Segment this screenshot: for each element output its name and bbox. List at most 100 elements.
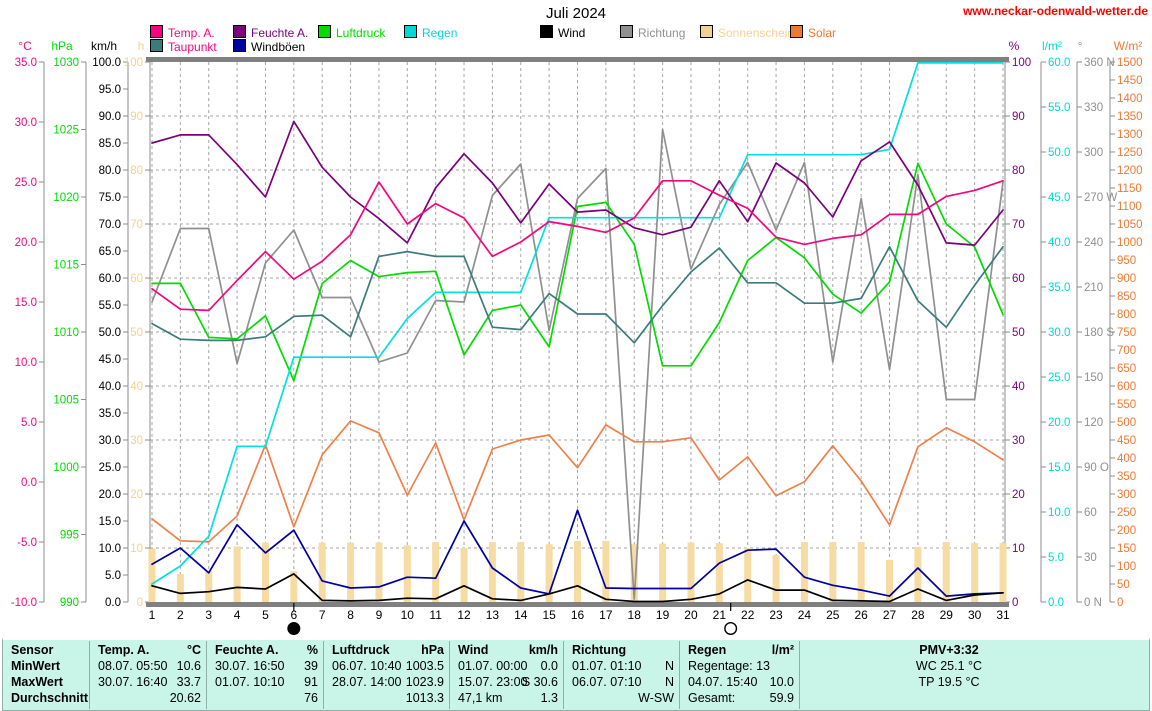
svg-text:1000: 1000 (1117, 237, 1143, 249)
svg-text:1: 1 (149, 608, 156, 622)
legend-item-windboeen: Windböen (233, 39, 306, 54)
axis-temp_c: °C -10.0 -5.0 0.0 5.0 10.0 15.0 20.0 25.0 30.0 35.… (11, 39, 45, 609)
svg-text:1300: 1300 (1117, 129, 1143, 141)
moon-phase-markers (287, 603, 738, 636)
svg-text:150: 150 (1117, 543, 1136, 555)
svg-text:29: 29 (940, 608, 954, 622)
svg-text:0.0: 0.0 (105, 597, 121, 609)
svg-text:1400: 1400 (1117, 93, 1143, 105)
stat-date: 04.07. 15:40 (688, 675, 758, 689)
svg-text:27: 27 (883, 608, 897, 622)
column-header: Wind (458, 643, 489, 657)
svg-text:°C: °C (18, 39, 32, 53)
series-richtung (151, 128, 1004, 600)
stat-value: S 30.6 (521, 675, 558, 689)
svg-text:6: 6 (290, 608, 297, 622)
svg-text:990: 990 (60, 597, 79, 609)
svg-text:25.0: 25.0 (15, 177, 37, 189)
svg-text:45.0: 45.0 (99, 354, 121, 366)
column-unit: % (306, 643, 318, 657)
stat-value: 39 (304, 659, 318, 673)
svg-text:10.0: 10.0 (15, 357, 37, 369)
svg-text:24: 24 (798, 608, 812, 622)
richtung-swatch-icon (620, 25, 633, 38)
svg-text:25.0: 25.0 (1048, 372, 1070, 384)
legend-label: Windböen (251, 40, 306, 54)
column-unit: km/h (528, 643, 558, 657)
svg-text:75.0: 75.0 (99, 192, 121, 204)
legend-item-sonnenschein: Sonnenschein (700, 25, 794, 40)
column-header: Richtung (572, 643, 627, 657)
svg-text:250: 250 (1117, 507, 1136, 519)
svg-text:35.0: 35.0 (1048, 282, 1070, 294)
svg-text:30: 30 (130, 435, 143, 447)
svg-text:1100: 1100 (1117, 201, 1142, 213)
svg-text:90.0: 90.0 (99, 111, 121, 123)
website-link[interactable]: www.neckar-odenwald-wetter.de (963, 4, 1148, 18)
table-separator (679, 641, 680, 709)
svg-text:7: 7 (319, 608, 326, 622)
column-unit: l/m² (771, 643, 794, 657)
svg-text:30: 30 (1084, 552, 1097, 564)
table-separator (323, 641, 324, 709)
svg-text:50: 50 (130, 327, 143, 339)
svg-text:10: 10 (130, 543, 143, 555)
svg-text:28: 28 (911, 608, 925, 622)
svg-text:1150: 1150 (1117, 183, 1142, 195)
legend-label: Temp. A. (168, 26, 215, 40)
svg-text:18: 18 (628, 608, 642, 622)
solar-swatch-icon (790, 25, 803, 38)
svg-text:26: 26 (854, 608, 868, 622)
svg-text:4: 4 (234, 608, 241, 622)
svg-text:10: 10 (1012, 543, 1025, 555)
svg-text:25: 25 (826, 608, 840, 622)
svg-text:90: 90 (130, 111, 143, 123)
page-title: Juli 2024 (545, 5, 607, 22)
legend-label: Taupunkt (168, 40, 217, 54)
stat-value: 1013.3 (405, 691, 444, 705)
svg-text:30.0: 30.0 (99, 435, 121, 447)
svg-text:35.0: 35.0 (99, 408, 121, 420)
svg-text:0.0: 0.0 (1048, 597, 1064, 609)
legend-label: Regen (422, 26, 458, 40)
svg-text:5.0: 5.0 (1048, 552, 1064, 564)
series-windboeen (151, 509, 1004, 597)
axis-percent: % 0 10 20 30 40 50 60 70 80 90 100 (1004, 39, 1031, 609)
svg-text:5: 5 (262, 608, 269, 622)
svg-text:hPa: hPa (51, 39, 73, 53)
stat-value: 59.9 (769, 691, 794, 705)
svg-text:40: 40 (130, 381, 143, 393)
series-taupunkt (151, 245, 1004, 344)
legend-item-temp-a: Temp. A. (150, 25, 215, 40)
legend-item-solar: Solar (790, 25, 836, 40)
svg-text:km/h: km/h (91, 39, 117, 53)
svg-text:95.0: 95.0 (99, 84, 121, 96)
stat-date: Gesamt: (688, 691, 736, 705)
svg-text:100: 100 (124, 57, 143, 69)
svg-text:1005: 1005 (53, 395, 79, 407)
svg-text:85.0: 85.0 (99, 138, 121, 150)
stat-date: 15.07. 23:00 (458, 675, 528, 689)
svg-text:50.0: 50.0 (99, 327, 121, 339)
series-regen (151, 62, 1004, 585)
svg-text:14: 14 (514, 608, 528, 622)
temp-a-swatch-icon (150, 25, 163, 38)
svg-text:8: 8 (347, 608, 354, 622)
axis-deg: ° 0 N 30 60 90 O 120 150 180 S 210 240 270 W 300 330… (1076, 39, 1117, 609)
svg-text:300: 300 (1084, 147, 1103, 159)
svg-text:30.0: 30.0 (1048, 327, 1070, 339)
svg-text:35.0: 35.0 (15, 57, 37, 69)
stat-value: 10.0 (769, 675, 794, 689)
svg-text:60.0: 60.0 (1048, 57, 1070, 69)
axis-lm2: l/m² 0.0 5.0 10.0 15.0 20.0 25.0 30.0 35.0 40.0 45… (1040, 39, 1070, 609)
axis-kmh: km/h 0.0 5.0 10.0 15.0 20.0 25.0 30.0 35.0 40.0 45… (91, 39, 129, 609)
svg-text:100: 100 (1012, 57, 1031, 69)
svg-text:60.0: 60.0 (99, 273, 121, 285)
svg-text:23: 23 (769, 608, 783, 622)
svg-text:30: 30 (1012, 435, 1025, 447)
sonnenschein-swatch-icon (700, 25, 713, 38)
svg-text:450: 450 (1117, 435, 1136, 447)
svg-text:0: 0 (1117, 597, 1123, 609)
svg-text:900: 900 (1117, 273, 1136, 285)
stat-date: Regentage: 13 (688, 659, 771, 673)
